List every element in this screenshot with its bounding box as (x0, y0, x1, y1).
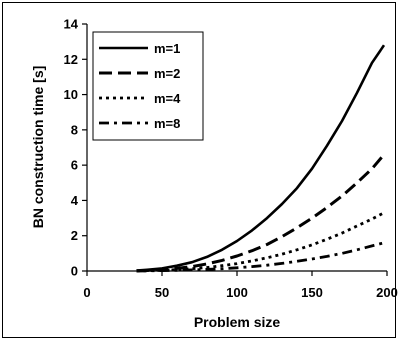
y-tick-label: 6 (71, 158, 78, 173)
series-layer (136, 44, 386, 273)
legend: m=1 m=2 m=4 m=8 (92, 31, 204, 141)
x-tick-label: 200 (376, 285, 398, 300)
legend-label-m=2: m=2 (154, 66, 180, 81)
y-tick-label: 10 (64, 87, 78, 102)
legend-label-m=8: m=8 (154, 116, 180, 131)
y-tick-label: 2 (71, 228, 78, 243)
y-tick-label: 4 (71, 193, 79, 208)
y-tick-label: 8 (71, 122, 78, 137)
series-line-m=2 (136, 153, 386, 273)
y-tick-label: 14 (64, 17, 79, 32)
x-tick-label: 100 (226, 285, 248, 300)
ticks-layer: 0 2 4 6 8 10 12 14 0 50 100 150 200 (64, 17, 398, 301)
y-tick-label: 0 (71, 264, 78, 279)
x-tick-label: 0 (83, 285, 90, 300)
x-tick-label: 150 (301, 285, 323, 300)
legend-label-m=1: m=1 (154, 41, 180, 56)
series-line-m=8 (136, 241, 385, 273)
x-axis-label: Problem size (194, 314, 281, 330)
y-tick-label: 12 (64, 52, 78, 67)
y-axis-label: BN construction time [s] (30, 66, 46, 229)
x-tick-label: 50 (155, 285, 169, 300)
series-line-m=1 (136, 44, 386, 272)
legend-label-m=4: m=4 (154, 91, 181, 106)
